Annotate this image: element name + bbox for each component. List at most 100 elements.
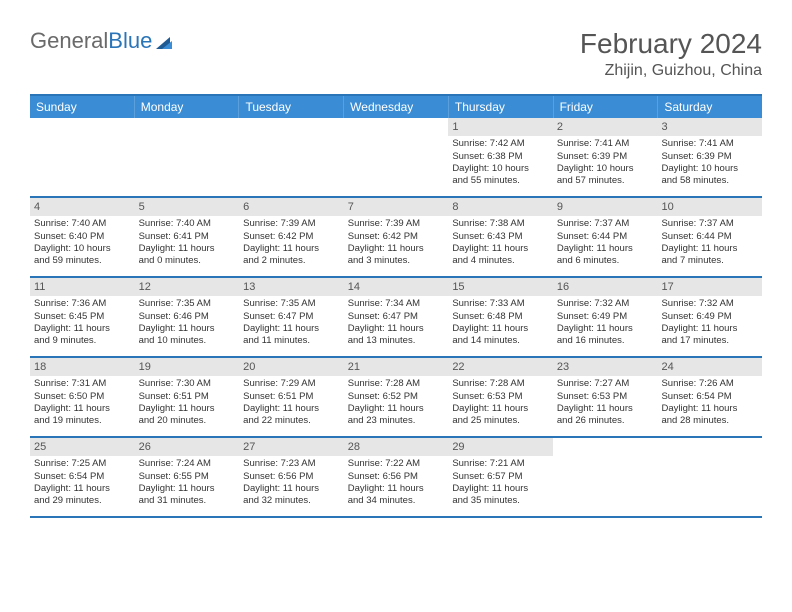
logo: GeneralBlue xyxy=(30,28,178,54)
daylight-text: and 19 minutes. xyxy=(34,415,131,427)
sunset-text: Sunset: 6:43 PM xyxy=(452,231,549,243)
day-number: 14 xyxy=(344,278,449,296)
daylight-text: and 6 minutes. xyxy=(557,255,654,267)
sunrise-text: Sunrise: 7:35 AM xyxy=(243,298,340,310)
sunrise-text: Sunrise: 7:31 AM xyxy=(34,378,131,390)
day-cell: 11Sunrise: 7:36 AMSunset: 6:45 PMDayligh… xyxy=(30,278,135,356)
daylight-text: and 35 minutes. xyxy=(452,495,549,507)
day-cell: 16Sunrise: 7:32 AMSunset: 6:49 PMDayligh… xyxy=(553,278,658,356)
daylight-text: Daylight: 11 hours xyxy=(243,483,340,495)
sunset-text: Sunset: 6:41 PM xyxy=(139,231,236,243)
day-cell: 5Sunrise: 7:40 AMSunset: 6:41 PMDaylight… xyxy=(135,198,240,276)
day-of-week-header: Saturday xyxy=(658,96,762,118)
day-of-week-header: Tuesday xyxy=(239,96,344,118)
day-number: 11 xyxy=(30,278,135,296)
sunrise-text: Sunrise: 7:28 AM xyxy=(452,378,549,390)
daylight-text: and 3 minutes. xyxy=(348,255,445,267)
day-number: 3 xyxy=(657,118,762,136)
location: Zhijin, Guizhou, China xyxy=(580,62,762,80)
day-number: 21 xyxy=(344,358,449,376)
day-cell: 6 Sunrise: 7:39 AMSunset: 6:42 PMDaylight… xyxy=(239,198,344,276)
day-cell: 19Sunrise: 7:30 AMSunset: 6:51 PMDayligh… xyxy=(135,358,240,436)
daylight-text: and 55 minutes. xyxy=(452,175,549,187)
sunset-text: Sunset: 6:53 PM xyxy=(452,391,549,403)
daylight-text: and 9 minutes. xyxy=(34,335,131,347)
sunset-text: Sunset: 6:56 PM xyxy=(243,471,340,483)
day-number: 6 xyxy=(239,198,344,216)
daylight-text: Daylight: 11 hours xyxy=(348,323,445,335)
day-number: 27 xyxy=(239,438,344,456)
daylight-text: Daylight: 11 hours xyxy=(139,323,236,335)
sunset-text: Sunset: 6:52 PM xyxy=(348,391,445,403)
daylight-text: Daylight: 11 hours xyxy=(557,323,654,335)
sunset-text: Sunset: 6:51 PM xyxy=(243,391,340,403)
day-number: 5 xyxy=(135,198,240,216)
day-cell: 21Sunrise: 7:28 AMSunset: 6:52 PMDayligh… xyxy=(344,358,449,436)
day-cell: 2Sunrise: 7:41 AMSunset: 6:39 PMDaylight… xyxy=(553,118,658,196)
sunset-text: Sunset: 6:46 PM xyxy=(139,311,236,323)
sunrise-text: Sunrise: 7:40 AM xyxy=(139,218,236,230)
daylight-text: Daylight: 10 hours xyxy=(452,163,549,175)
sunrise-text: Sunrise: 7:37 AM xyxy=(557,218,654,230)
day-cell: 3Sunrise: 7:41 AMSunset: 6:39 PMDaylight… xyxy=(657,118,762,196)
logo-text-blue: Blue xyxy=(108,28,152,54)
week-row: 11Sunrise: 7:36 AMSunset: 6:45 PMDayligh… xyxy=(30,278,762,358)
daylight-text: and 14 minutes. xyxy=(452,335,549,347)
day-of-week-header: Monday xyxy=(135,96,240,118)
sunset-text: Sunset: 6:42 PM xyxy=(243,231,340,243)
day-number: 1 xyxy=(448,118,553,136)
sunrise-text: Sunrise: 7:38 AM xyxy=(452,218,549,230)
sunset-text: Sunset: 6:44 PM xyxy=(661,231,758,243)
sunset-text: Sunset: 6:57 PM xyxy=(452,471,549,483)
day-cell: 15Sunrise: 7:33 AMSunset: 6:48 PMDayligh… xyxy=(448,278,553,356)
sunrise-text: Sunrise: 7:34 AM xyxy=(348,298,445,310)
sunrise-text: Sunrise: 7:39 AM xyxy=(243,218,340,230)
day-of-week-header: Sunday xyxy=(30,96,135,118)
sunrise-text: Sunrise: 7:27 AM xyxy=(557,378,654,390)
daylight-text: and 57 minutes. xyxy=(557,175,654,187)
day-cell: 1Sunrise: 7:42 AMSunset: 6:38 PMDaylight… xyxy=(448,118,553,196)
day-cell: 25Sunrise: 7:25 AMSunset: 6:54 PMDayligh… xyxy=(30,438,135,516)
week-row: 25Sunrise: 7:25 AMSunset: 6:54 PMDayligh… xyxy=(30,438,762,518)
daylight-text: and 32 minutes. xyxy=(243,495,340,507)
day-number: 24 xyxy=(657,358,762,376)
sunrise-text: Sunrise: 7:25 AM xyxy=(34,458,131,470)
day-number: 7 xyxy=(344,198,449,216)
sunrise-text: Sunrise: 7:37 AM xyxy=(661,218,758,230)
daylight-text: and 23 minutes. xyxy=(348,415,445,427)
day-number: 28 xyxy=(344,438,449,456)
day-number: 17 xyxy=(657,278,762,296)
daylight-text: Daylight: 11 hours xyxy=(661,403,758,415)
sunrise-text: Sunrise: 7:21 AM xyxy=(452,458,549,470)
sunrise-text: Sunrise: 7:33 AM xyxy=(452,298,549,310)
day-number: 16 xyxy=(553,278,658,296)
sunrise-text: Sunrise: 7:22 AM xyxy=(348,458,445,470)
day-cell: 18Sunrise: 7:31 AMSunset: 6:50 PMDayligh… xyxy=(30,358,135,436)
sunrise-text: Sunrise: 7:40 AM xyxy=(34,218,131,230)
daylight-text: Daylight: 11 hours xyxy=(243,243,340,255)
day-of-week-header: Friday xyxy=(554,96,659,118)
daylight-text: and 59 minutes. xyxy=(34,255,131,267)
day-number: 12 xyxy=(135,278,240,296)
daylight-text: Daylight: 10 hours xyxy=(557,163,654,175)
day-cell: 9Sunrise: 7:37 AMSunset: 6:44 PMDaylight… xyxy=(553,198,658,276)
day-cell: 12Sunrise: 7:35 AMSunset: 6:46 PMDayligh… xyxy=(135,278,240,356)
day-number: 29 xyxy=(448,438,553,456)
day-number: 2 xyxy=(553,118,658,136)
day-cell: 14Sunrise: 7:34 AMSunset: 6:47 PMDayligh… xyxy=(344,278,449,356)
day-number: 22 xyxy=(448,358,553,376)
sunset-text: Sunset: 6:50 PM xyxy=(34,391,131,403)
daylight-text: Daylight: 11 hours xyxy=(661,323,758,335)
sunset-text: Sunset: 6:39 PM xyxy=(661,151,758,163)
daylight-text: and 17 minutes. xyxy=(661,335,758,347)
daylight-text: Daylight: 11 hours xyxy=(661,243,758,255)
sunset-text: Sunset: 6:54 PM xyxy=(661,391,758,403)
sunset-text: Sunset: 6:48 PM xyxy=(452,311,549,323)
sunrise-text: Sunrise: 7:26 AM xyxy=(661,378,758,390)
sunset-text: Sunset: 6:44 PM xyxy=(557,231,654,243)
sunrise-text: Sunrise: 7:36 AM xyxy=(34,298,131,310)
day-cell: 27Sunrise: 7:23 AMSunset: 6:56 PMDayligh… xyxy=(239,438,344,516)
day-number: 26 xyxy=(135,438,240,456)
sunset-text: Sunset: 6:40 PM xyxy=(34,231,131,243)
daylight-text: and 4 minutes. xyxy=(452,255,549,267)
